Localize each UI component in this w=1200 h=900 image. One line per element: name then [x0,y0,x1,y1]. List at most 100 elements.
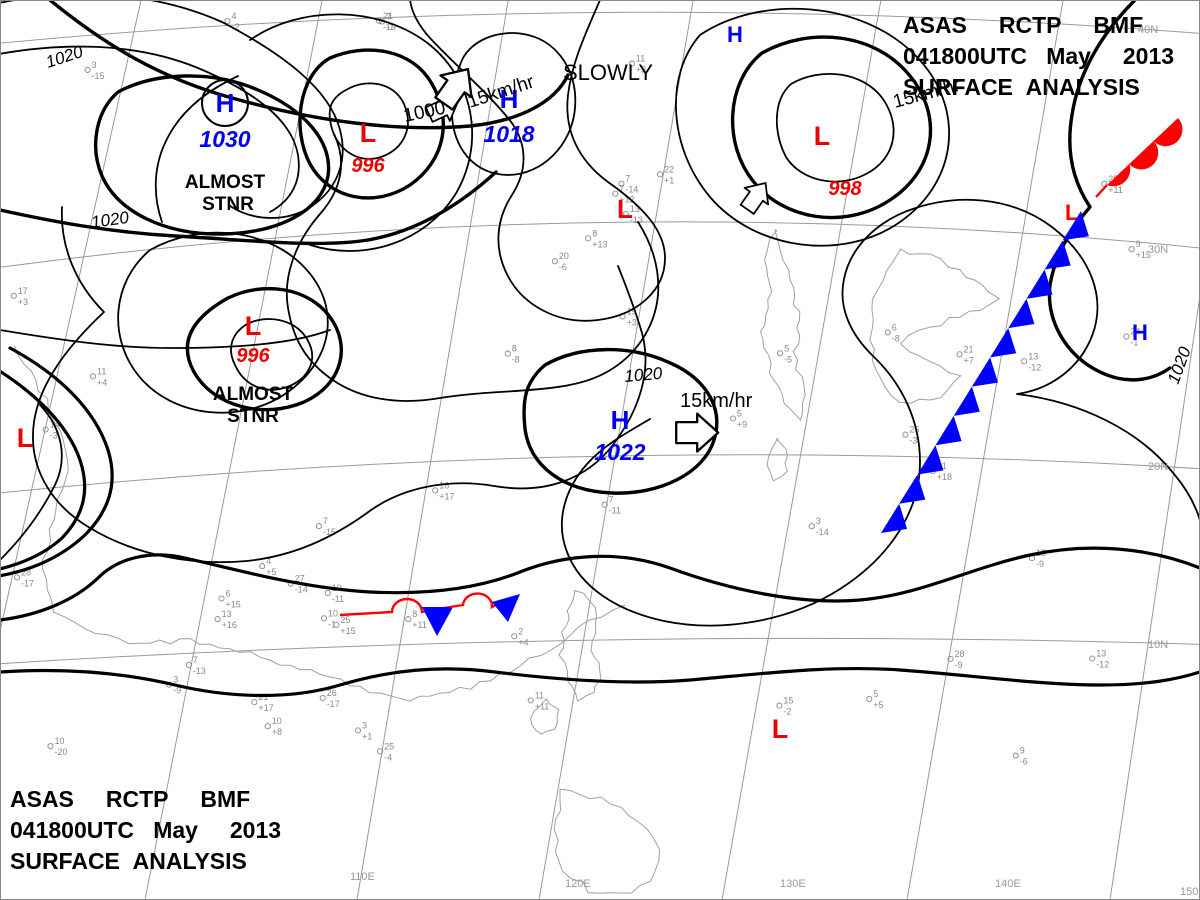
svg-text:+11: +11 [535,701,550,711]
svg-text:L: L [617,194,633,224]
svg-text:22: 22 [664,164,674,174]
svg-text:10: 10 [272,716,282,726]
svg-text:150E: 150E [1180,886,1200,898]
svg-text:3: 3 [92,60,97,70]
svg-text:+16: +16 [222,620,237,630]
svg-text:-9: -9 [955,660,963,670]
svg-text:8: 8 [412,609,417,619]
svg-text:10: 10 [328,608,338,618]
svg-text:9: 9 [1020,746,1025,756]
svg-text:7: 7 [193,655,198,665]
svg-text:1020: 1020 [1164,344,1195,387]
svg-text:ALMOST: ALMOST [213,384,294,405]
svg-text:120E: 120E [565,878,591,890]
svg-text:+9: +9 [737,420,747,430]
svg-text:+3: +3 [627,317,637,327]
svg-text:041800UTC May 2013: 041800UTC May 2013 [10,817,281,843]
svg-text:30N: 30N [1148,244,1168,256]
svg-text:L: L [772,714,789,744]
svg-text:7: 7 [625,174,630,184]
svg-text:13: 13 [222,609,232,619]
svg-text:140E: 140E [995,878,1021,890]
svg-text:-14: -14 [295,585,308,595]
svg-text:1030: 1030 [199,126,250,152]
svg-text:7: 7 [323,516,328,526]
svg-text:ASAS RCTP BMF: ASAS RCTP BMF [10,786,250,812]
svg-text:5: 5 [784,343,789,353]
svg-text:13: 13 [1028,351,1038,361]
svg-text:-4: -4 [384,752,392,762]
svg-text:20N: 20N [1148,461,1168,473]
svg-text:1022: 1022 [594,439,645,465]
svg-text:-15: -15 [92,71,105,81]
svg-text:13: 13 [1096,649,1106,659]
svg-text:1020: 1020 [624,364,664,386]
svg-text:SURFACE ANALYSIS: SURFACE ANALYSIS [903,74,1140,100]
svg-text:-5: -5 [784,354,792,364]
svg-text:7: 7 [609,495,614,505]
svg-text:28: 28 [955,649,965,659]
svg-text:8: 8 [592,228,597,238]
svg-text:+13: +13 [592,239,607,249]
svg-text:25: 25 [340,615,350,625]
svg-text:4: 4 [232,11,237,21]
svg-text:10N: 10N [1148,639,1168,651]
svg-text:H: H [1132,320,1148,345]
svg-text:STNR: STNR [227,406,279,427]
svg-text:041800UTC May 2013: 041800UTC May 2013 [903,43,1174,69]
svg-text:17: 17 [18,286,28,296]
svg-text:+15: +15 [226,600,241,610]
svg-text:+15: +15 [340,626,355,636]
svg-text:130E: 130E [780,878,806,890]
svg-text:-13: -13 [193,666,206,676]
svg-text:5: 5 [873,689,878,699]
svg-text:+3: +3 [18,297,28,307]
svg-text:+1: +1 [664,175,674,185]
svg-text:6: 6 [892,322,897,332]
svg-text:H: H [216,88,235,118]
svg-text:2: 2 [518,626,523,636]
svg-text:25: 25 [384,741,394,751]
svg-text:+17: +17 [258,703,273,713]
svg-text:40N: 40N [1138,24,1158,36]
svg-text:STNR: STNR [202,194,254,215]
svg-text:L: L [814,121,831,151]
svg-text:H: H [727,22,743,47]
svg-text:15km/hr: 15km/hr [680,390,753,412]
svg-text:110E: 110E [350,871,375,883]
svg-text:996: 996 [351,155,385,177]
svg-text:3: 3 [362,720,367,730]
svg-text:11: 11 [535,690,544,700]
svg-text:+18: +18 [937,472,952,482]
svg-text:+11: +11 [1108,185,1123,195]
svg-text:+1: +1 [362,731,372,741]
svg-text:-3: -3 [909,436,917,446]
svg-text:11: 11 [97,366,106,376]
svg-text:-17: -17 [21,578,34,588]
svg-text:-12: -12 [1096,660,1109,670]
svg-text:998: 998 [828,178,862,200]
svg-text:+5: +5 [873,700,883,710]
svg-text:-11: -11 [332,594,344,604]
svg-text:-17: -17 [327,699,340,709]
svg-text:ALMOST: ALMOST [185,172,266,193]
svg-text:-9: -9 [1036,559,1044,569]
svg-text:-20: -20 [55,747,68,757]
svg-text:L: L [245,311,262,341]
svg-text:L: L [17,423,34,453]
svg-text:ASAS RCTP BMF: ASAS RCTP BMF [903,12,1143,38]
svg-text:15: 15 [783,696,793,706]
svg-text:3: 3 [816,516,821,526]
svg-text:-14: -14 [816,527,829,537]
svg-text:+11: +11 [412,620,427,630]
svg-text:-6: -6 [1020,757,1028,767]
svg-text:1018: 1018 [483,121,534,147]
svg-text:+17: +17 [439,491,454,501]
svg-text:H: H [611,405,630,435]
svg-text:-11: -11 [609,506,621,516]
svg-text:-8: -8 [892,333,900,343]
svg-text:L: L [360,118,377,148]
svg-text:+4: +4 [97,377,107,387]
svg-text:1020: 1020 [43,42,85,72]
svg-text:996: 996 [236,345,270,367]
